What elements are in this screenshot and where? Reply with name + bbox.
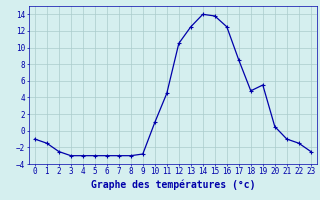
X-axis label: Graphe des températures (°c): Graphe des températures (°c) [91,179,255,190]
